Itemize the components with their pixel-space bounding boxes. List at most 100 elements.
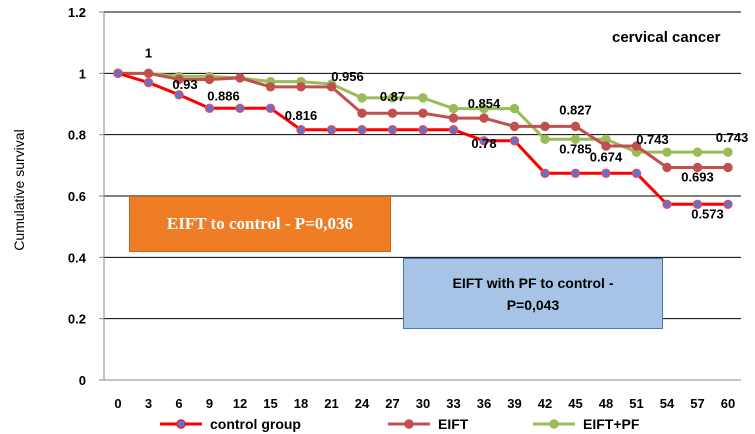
- legend-marker-2: [549, 419, 559, 429]
- series-1-point-18: [662, 162, 672, 173]
- series-1-point-13: [509, 121, 520, 132]
- legend-item-1: EIFT: [388, 416, 469, 432]
- series-0-point-8: [357, 125, 367, 135]
- series-0-point-9: [387, 125, 398, 135]
- x-tick-label-5: 15: [263, 396, 277, 411]
- x-tick-label-0: 0: [114, 396, 121, 411]
- series-0-point-11: [448, 125, 459, 135]
- eift-p-value-box: EIFT to control - P=0,036: [129, 196, 391, 252]
- series-1-point-3: [204, 74, 215, 85]
- series-1-point-16: [601, 141, 611, 151]
- series-2-point-15: [570, 134, 581, 144]
- x-tick-label-19: 57: [690, 396, 704, 411]
- series-1-point-6: [296, 82, 306, 92]
- x-tick-label-14: 42: [538, 396, 552, 411]
- series-1-point-7: [326, 82, 337, 92]
- data-label-2: 0.886: [207, 88, 240, 103]
- series-0-point-1: [143, 77, 154, 88]
- data-label-9: 0.785: [559, 141, 592, 156]
- eift-p-value-text: EIFT to control - P=0,036: [166, 214, 354, 233]
- series-0-point-14: [540, 168, 550, 179]
- x-tick-label-2: 6: [175, 396, 182, 411]
- eift-pf-p-value-text: EIFT with PF to control - P=0,043: [453, 272, 614, 316]
- y-tick-label-4: 0.8: [68, 128, 86, 143]
- series-0-point-6: [296, 125, 306, 135]
- legend-marker-0: [176, 419, 186, 429]
- y-tick-label-2: 0.4: [68, 250, 87, 265]
- x-tick-label-20: 60: [721, 396, 735, 411]
- y-tick-label-1: 0.2: [68, 312, 86, 327]
- series-0-point-13: [509, 136, 520, 146]
- x-tick-label-13: 39: [507, 396, 521, 411]
- series-0-point-4: [235, 103, 245, 113]
- data-label-6: 0.854: [468, 96, 501, 111]
- eift-pf-p-value-line2: P=0,043: [506, 296, 560, 313]
- data-label-3: 0.956: [331, 69, 364, 84]
- x-tick-labels: 0 3 6 9 12 15 18 21 24 27 30 33 36 39 42 45 48 51 54 57 60: [114, 396, 735, 411]
- series-1-point-2: [174, 74, 184, 85]
- legend-item-0: control group: [160, 416, 301, 432]
- y-tick-label-5: 1: [79, 66, 86, 81]
- series-0-point-16: [601, 168, 611, 179]
- series-2-point-11: [448, 103, 459, 114]
- x-tick-label-9: 27: [385, 396, 399, 411]
- series-1-point-20: [723, 162, 733, 173]
- chart-annotation: cervical cancer: [612, 29, 721, 46]
- series-1-point-14: [540, 121, 550, 132]
- series-2-point-19: [692, 147, 703, 157]
- data-label-14: 0.573: [691, 206, 724, 221]
- series-0-point-10: [418, 125, 428, 135]
- series-2-point-12: [479, 103, 489, 114]
- legend-marker-1: [404, 419, 414, 429]
- series-0-point-17: [631, 168, 642, 179]
- series-0-point-3: [204, 103, 215, 113]
- series-1: [113, 68, 733, 173]
- x-tick-label-6: 18: [294, 396, 308, 411]
- data-label-13: 0.693: [681, 169, 714, 184]
- legend-label-2: EIFT+PF: [583, 416, 640, 432]
- x-tick-label-8: 24: [355, 396, 370, 411]
- y-tick-label-0: 0: [79, 373, 86, 388]
- series-2-point-13: [509, 103, 520, 114]
- series-group: [113, 68, 733, 209]
- x-tick-label-18: 54: [660, 396, 675, 411]
- y-tick-labels: 0 0.2 0.4 0.6 0.8 1 1.2: [68, 5, 104, 388]
- series-1-point-19: [692, 162, 703, 173]
- series-0-point-18: [662, 199, 672, 209]
- series-0-point-20: [723, 199, 733, 209]
- series-1-point-17: [631, 141, 642, 151]
- series-0-point-5: [265, 103, 276, 113]
- series-1-point-12: [479, 113, 489, 123]
- series-2-point-14: [540, 134, 550, 144]
- series-1-point-10: [418, 108, 428, 118]
- series-2-point-20: [723, 147, 733, 157]
- series-0-point-2: [174, 90, 184, 100]
- data-label-11: 0.743: [636, 132, 669, 147]
- series-0-point-0: [113, 68, 123, 79]
- legend-label-1: EIFT: [438, 416, 469, 432]
- data-label-10: 0.674: [590, 149, 623, 164]
- series-2-point-10: [418, 93, 428, 103]
- y-tick-label-6: 1.2: [68, 5, 86, 20]
- x-tick-label-3: 9: [206, 396, 213, 411]
- x-tick-label-15: 45: [568, 396, 582, 411]
- series-1-point-1: [143, 68, 154, 79]
- data-label-5: 0.87: [380, 89, 405, 104]
- series-0-point-19: [692, 199, 703, 209]
- y-axis-label: Cumulative survival: [11, 129, 27, 250]
- x-tick-label-4: 12: [233, 396, 247, 411]
- data-label-12: 0.743: [716, 130, 749, 145]
- data-label-4: 0.816: [285, 108, 318, 123]
- data-label-7: 0.78: [471, 136, 496, 151]
- data-label-1: 0.93: [172, 77, 197, 92]
- series-0-point-7: [326, 125, 337, 135]
- series-2-point-8: [357, 93, 367, 103]
- eift-pf-p-value-line1: EIFT with PF to control -: [452, 274, 614, 291]
- data-label-8: 0.827: [559, 102, 592, 117]
- y-tick-label-3: 0.6: [68, 189, 86, 204]
- legend-label-0: control group: [210, 416, 301, 432]
- legend: control group EIFT EIFT+PF: [160, 416, 640, 432]
- x-tick-label-17: 51: [629, 396, 643, 411]
- data-labels: 1 0.93 0.886 0.956 0.816 0.87 0.854 0.78 0.827 0.…: [145, 45, 748, 221]
